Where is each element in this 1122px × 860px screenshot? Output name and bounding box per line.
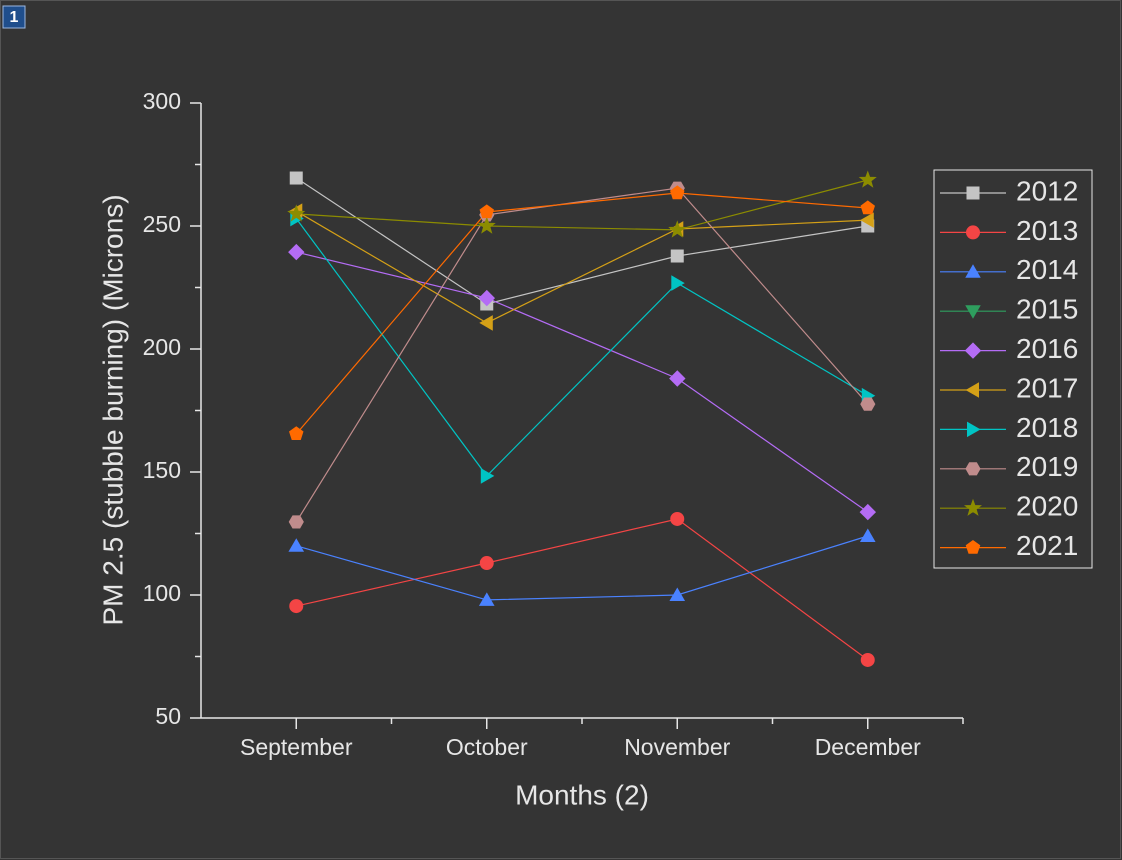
series-line [296, 179, 868, 231]
marker [288, 515, 304, 529]
legend-label: 2017 [1016, 372, 1078, 403]
x-tick-label: December [815, 734, 921, 760]
series-line [295, 210, 868, 324]
marker [287, 204, 306, 222]
marker [670, 511, 685, 526]
series-line [296, 535, 868, 601]
marker [668, 220, 687, 238]
legend-marker [965, 539, 981, 554]
marker [669, 587, 686, 601]
legend-box [933, 169, 1093, 569]
series-line [296, 251, 869, 513]
marker [670, 185, 685, 200]
y-tick-label: 150 [143, 457, 181, 483]
marker [289, 426, 304, 440]
legend-label: 2014 [1016, 254, 1078, 285]
y-tick-label: 300 [143, 88, 181, 114]
marker [479, 204, 494, 219]
legend-marker [966, 225, 980, 240]
legend-label: 2019 [1016, 451, 1078, 482]
series-line [295, 187, 869, 523]
marker [289, 599, 304, 614]
series-line [295, 177, 868, 305]
legend-marker [964, 342, 982, 359]
marker [478, 289, 496, 307]
marker [859, 528, 876, 542]
series-line [295, 218, 869, 477]
y-tick-label: 100 [143, 580, 181, 606]
legend-label: 2018 [1016, 412, 1078, 443]
marker [288, 538, 305, 552]
marker [288, 243, 305, 261]
marker [671, 275, 685, 291]
marker [858, 170, 877, 188]
marker [479, 315, 493, 331]
legend-marker [965, 462, 981, 476]
marker [477, 216, 496, 234]
marker [860, 200, 875, 215]
marker [860, 212, 874, 228]
x-tick-label: October [446, 734, 528, 760]
legend-label: 2015 [1016, 294, 1078, 325]
y-tick-label: 50 [155, 703, 181, 729]
legend-marker [965, 382, 979, 398]
x-tick-label: September [240, 734, 353, 760]
x-tick-label: November [624, 734, 730, 760]
y-tick-label: 250 [143, 211, 181, 237]
legend-label: 2016 [1016, 333, 1078, 364]
legend-label: 2021 [1016, 530, 1078, 561]
marker [860, 652, 875, 667]
legend-marker [967, 421, 981, 438]
x-axis-label: Months (2) [515, 779, 649, 810]
window-index: 1 [10, 9, 19, 26]
legend-label: 2020 [1016, 491, 1078, 522]
series-line [295, 192, 868, 435]
legend-marker [964, 498, 982, 516]
marker [480, 468, 495, 484]
legend-marker [965, 264, 981, 278]
series-line [296, 518, 869, 661]
legend-label: 2012 [1016, 175, 1078, 206]
y-axis-label: PM 2.5 (stubble burning) (Microns) [97, 194, 128, 625]
window-badge [2, 5, 26, 29]
legend-marker [965, 305, 981, 319]
legend-label: 2013 [1016, 215, 1078, 246]
y-tick-label: 200 [143, 334, 181, 360]
legend-marker [966, 186, 980, 200]
marker [669, 370, 686, 387]
marker [289, 171, 303, 185]
marker [859, 503, 877, 521]
marker [479, 556, 494, 571]
marker [670, 249, 684, 263]
marker [860, 397, 876, 411]
marker [478, 592, 495, 606]
